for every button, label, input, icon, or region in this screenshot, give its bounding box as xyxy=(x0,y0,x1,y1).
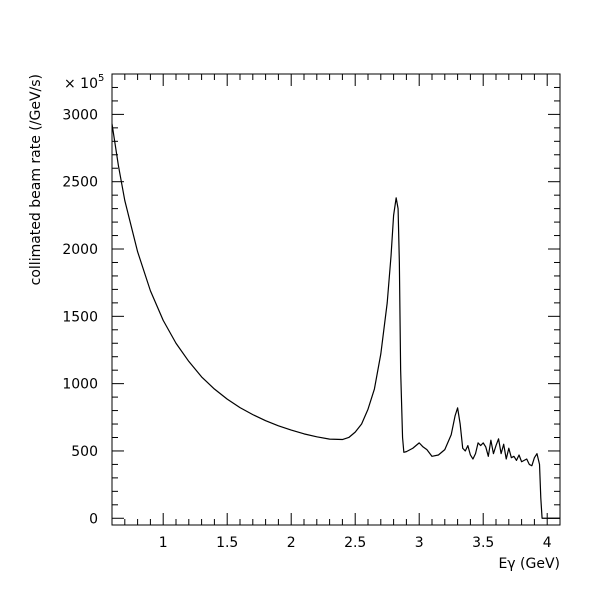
x-tick-labels: 1 1.5 2 2.5 3 3.5 4 xyxy=(159,535,552,551)
x-tick-label: 1.5 xyxy=(216,535,238,551)
y-multiplier-exponent: 5 xyxy=(98,73,104,84)
y-tick-label: 3000 xyxy=(62,107,98,123)
y-tick-label: 500 xyxy=(71,444,98,460)
y-tick-labels: 0 500 1000 1500 2000 2500 3000 xyxy=(62,107,98,527)
x-tick-label: 1 xyxy=(159,535,168,551)
x-tick-label: 4 xyxy=(543,535,552,551)
y-tick-label: 1000 xyxy=(62,377,98,393)
x-tick-label: 2 xyxy=(287,535,296,551)
y-tick-label: 0 xyxy=(89,511,98,527)
x-tick-label: 2.5 xyxy=(344,535,366,551)
y-tick-label: 2000 xyxy=(62,242,98,258)
series-line xyxy=(111,123,560,519)
y-multiplier-label: × 10 xyxy=(64,76,98,92)
x-tick-label: 3.5 xyxy=(472,535,494,551)
y-tick-label: 1500 xyxy=(62,309,98,325)
y-axis-title: collimated beam rate (/GeV/s) xyxy=(28,74,44,285)
axis-ticks xyxy=(111,74,561,525)
plot-frame xyxy=(111,73,561,526)
y-tick-label: 2500 xyxy=(62,175,98,191)
x-axis-title: Eγ (GeV) xyxy=(498,556,560,572)
x-tick-label: 3 xyxy=(415,535,424,551)
y-multiplier: × 105 xyxy=(64,73,104,92)
